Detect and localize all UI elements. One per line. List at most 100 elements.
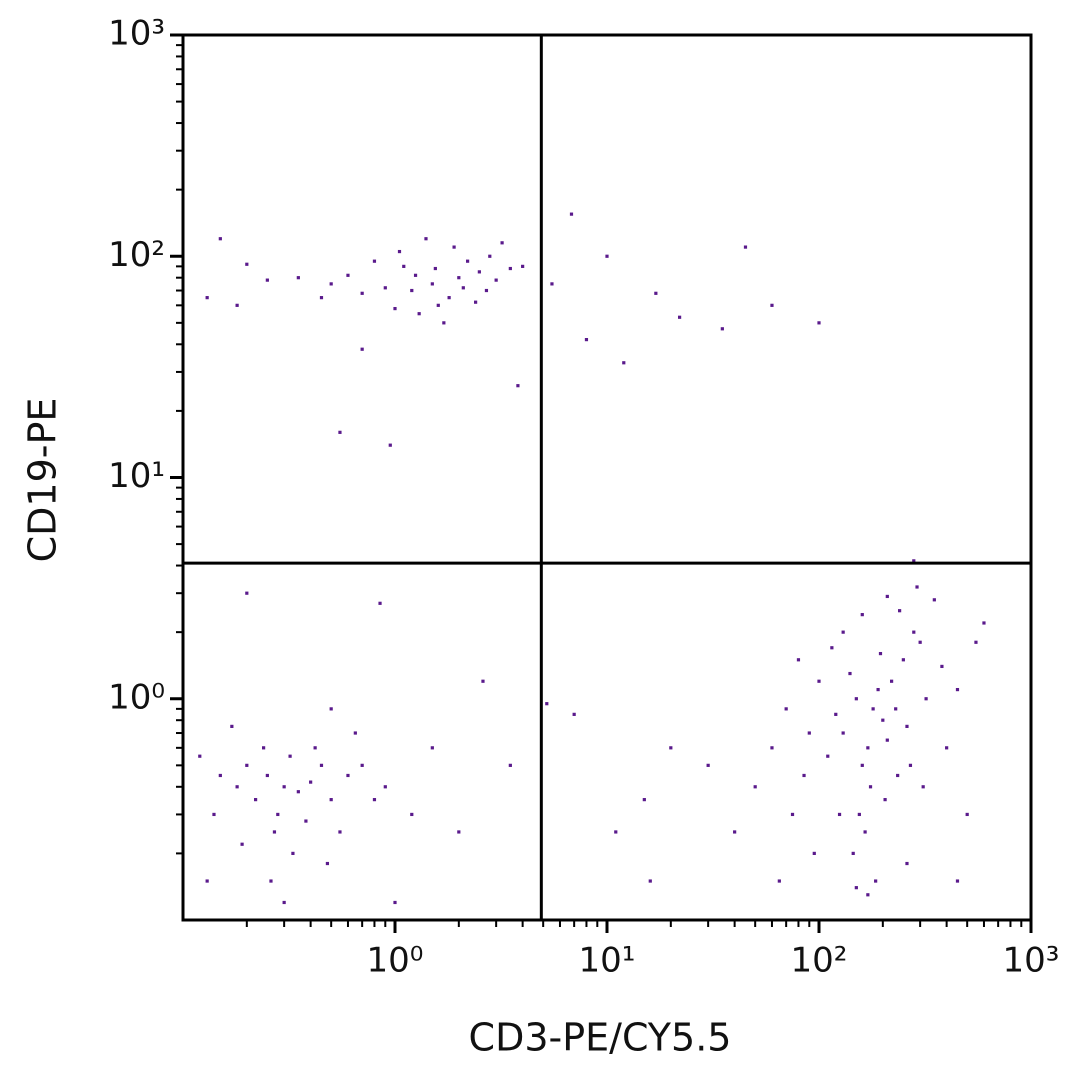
data-point	[866, 893, 870, 897]
data-point	[402, 264, 406, 268]
data-point	[889, 679, 894, 683]
data-point	[360, 763, 364, 767]
data-point	[733, 830, 737, 834]
data-point	[500, 241, 504, 245]
data-point	[269, 879, 273, 883]
data-point	[346, 273, 350, 277]
x-tick-label: 10⁰	[367, 941, 424, 981]
data-point	[837, 812, 842, 817]
data-point	[860, 763, 864, 767]
data-point	[940, 664, 944, 669]
data-point	[481, 679, 485, 683]
data-point	[854, 697, 858, 701]
data-point	[894, 707, 898, 711]
data-point	[912, 630, 916, 634]
data-point	[372, 798, 377, 802]
data-point	[753, 785, 757, 789]
data-point	[424, 237, 428, 241]
data-point	[477, 270, 481, 274]
data-point	[484, 288, 489, 293]
data-point	[874, 879, 878, 883]
data-point	[868, 785, 873, 789]
y-tick-label: 10⁰	[108, 677, 165, 717]
data-point	[245, 763, 249, 767]
data-point	[905, 724, 909, 728]
data-point	[430, 282, 434, 286]
data-point	[706, 763, 710, 767]
data-point	[982, 621, 986, 625]
data-point	[932, 598, 936, 602]
data-point	[452, 245, 456, 249]
data-point	[802, 773, 806, 778]
data-point	[622, 361, 626, 365]
data-point	[291, 851, 295, 855]
data-point	[262, 746, 266, 750]
data-point	[770, 303, 774, 307]
data-point	[796, 658, 801, 662]
data-point	[474, 300, 478, 304]
data-point	[883, 798, 887, 802]
data-point	[918, 640, 922, 644]
data-point	[550, 282, 554, 286]
data-point	[955, 687, 960, 692]
data-point	[433, 266, 437, 271]
data-point	[397, 249, 402, 254]
data-point	[516, 384, 520, 388]
data-point	[205, 879, 209, 883]
plot-frame	[181, 33, 1033, 922]
data-point	[447, 296, 451, 300]
data-point	[841, 630, 845, 634]
data-point	[265, 278, 269, 282]
data-point	[777, 879, 781, 883]
data-point	[393, 900, 397, 905]
data-point	[338, 430, 342, 434]
data-point	[457, 830, 461, 834]
data-point	[863, 830, 867, 834]
data-point	[346, 773, 350, 778]
data-point	[360, 291, 364, 295]
x-axis-title: CD3-PE/CY5.5	[469, 1016, 732, 1060]
data-point	[871, 707, 875, 711]
data-point	[945, 746, 949, 750]
data-point	[430, 746, 434, 750]
data-point	[265, 773, 269, 778]
y-tick-label: 10¹	[108, 456, 165, 496]
data-point	[417, 312, 421, 316]
data-point	[378, 601, 382, 605]
data-point	[508, 763, 512, 767]
data-point	[915, 585, 919, 589]
data-point	[898, 609, 902, 613]
data-point	[235, 303, 239, 307]
data-point	[282, 785, 286, 789]
data-point	[912, 559, 916, 563]
data-point	[245, 591, 249, 595]
data-point	[198, 754, 202, 758]
data-point	[834, 712, 838, 716]
data-point	[812, 851, 816, 855]
data-point	[253, 798, 258, 802]
data-point	[235, 785, 239, 789]
data-point	[218, 773, 222, 778]
data-point	[488, 254, 492, 258]
data-point	[770, 746, 774, 750]
data-point	[410, 812, 414, 817]
data-point	[807, 731, 811, 735]
data-point	[584, 338, 589, 342]
data-point	[955, 879, 960, 883]
data-point	[654, 291, 658, 295]
data-point	[296, 276, 300, 280]
x-tick-label: 10³	[1003, 941, 1060, 981]
data-point	[677, 315, 682, 319]
data-point	[784, 707, 788, 711]
y-tick-label: 10³	[108, 14, 165, 54]
data-point	[329, 707, 333, 711]
data-point	[413, 273, 418, 277]
data-point	[360, 347, 364, 351]
data-point	[881, 718, 885, 722]
data-point	[817, 679, 821, 683]
data-point	[605, 254, 609, 258]
data-point	[905, 861, 909, 866]
data-point	[974, 640, 978, 644]
data-point	[325, 861, 330, 866]
data-point	[826, 754, 830, 758]
